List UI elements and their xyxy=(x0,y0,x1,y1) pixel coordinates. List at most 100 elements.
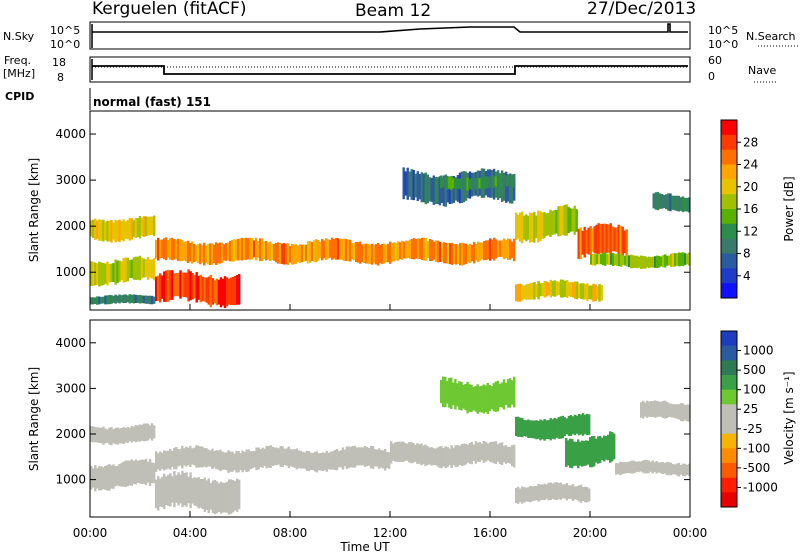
data-cell xyxy=(207,449,210,467)
data-cell xyxy=(118,260,121,282)
data-cell xyxy=(173,447,176,470)
data-cell xyxy=(144,259,148,278)
data-cell xyxy=(148,295,152,305)
data-cell xyxy=(457,244,460,264)
data-cell xyxy=(628,255,631,267)
data-cell xyxy=(400,441,403,462)
data-cell xyxy=(470,384,473,413)
data-cell xyxy=(221,278,225,306)
data-cell xyxy=(361,244,364,262)
data-cell xyxy=(153,296,156,304)
data-cell xyxy=(315,451,319,473)
colorbar-block xyxy=(721,238,737,254)
data-cell xyxy=(488,176,491,188)
data-cell xyxy=(569,415,573,436)
data-cell xyxy=(217,450,220,470)
data-cell xyxy=(517,486,520,504)
data-cell xyxy=(448,176,451,189)
data-cell xyxy=(251,238,254,260)
data-cell xyxy=(159,273,162,303)
data-cell xyxy=(464,384,467,411)
power-y-axis: 4000 3000 2000 1000 xyxy=(55,127,690,279)
data-cell xyxy=(636,255,639,269)
data-cell xyxy=(213,244,216,264)
data-cell xyxy=(124,294,127,303)
data-cell xyxy=(533,282,536,300)
data-cell xyxy=(183,473,186,506)
data-cell xyxy=(579,441,582,466)
data-cell xyxy=(410,169,413,200)
data-cell xyxy=(654,256,657,268)
data-cell xyxy=(685,464,689,475)
data-cell xyxy=(150,462,154,483)
data-cell xyxy=(474,386,477,412)
data-cell xyxy=(500,442,504,465)
data-cell xyxy=(571,438,574,469)
data-cell xyxy=(136,256,140,280)
data-cell xyxy=(130,294,133,303)
data-cell xyxy=(531,420,534,439)
y-tick-label: 1000 xyxy=(55,265,86,279)
data-cell xyxy=(665,194,668,210)
data-cell xyxy=(496,444,500,462)
data-cell xyxy=(142,423,146,442)
data-cell xyxy=(307,241,310,264)
data-cell xyxy=(630,254,633,269)
data-cell xyxy=(205,277,208,303)
data-cell xyxy=(245,237,248,260)
data-cell xyxy=(373,245,376,264)
data-cell xyxy=(150,216,154,235)
data-cell xyxy=(605,436,608,460)
data-cell xyxy=(217,279,221,305)
data-cell xyxy=(177,472,180,506)
data-cell xyxy=(247,238,250,260)
data-cell xyxy=(257,447,260,470)
data-cell xyxy=(261,447,264,468)
data-cell xyxy=(263,241,266,259)
data-cell xyxy=(679,464,683,475)
data-cell xyxy=(509,239,512,260)
data-cell xyxy=(146,461,150,483)
data-cell xyxy=(150,423,154,441)
data-cell xyxy=(221,242,224,263)
data-cell xyxy=(267,446,270,468)
data-cell xyxy=(659,462,662,474)
data-cell xyxy=(600,254,603,265)
colorbar-block xyxy=(721,223,737,240)
data-cell xyxy=(684,253,687,265)
data-cell xyxy=(259,238,262,261)
data-cell xyxy=(132,257,136,280)
data-cell xyxy=(492,175,496,188)
data-cell xyxy=(523,285,526,299)
data-cell xyxy=(132,460,136,484)
colorbar-block xyxy=(721,375,737,391)
data-cell xyxy=(683,197,687,212)
data-cell xyxy=(349,239,352,262)
data-cell xyxy=(337,451,341,468)
data-cell xyxy=(648,256,651,268)
data-cell xyxy=(621,462,624,475)
data-cell xyxy=(459,243,462,266)
data-cell xyxy=(436,177,440,205)
data-cell xyxy=(537,281,540,300)
data-cell xyxy=(386,452,389,469)
data-cell xyxy=(295,244,298,264)
data-cell xyxy=(122,219,125,242)
data-cell xyxy=(106,295,109,305)
data-cell xyxy=(623,462,626,474)
data-cell xyxy=(148,458,152,486)
data-cell xyxy=(633,460,636,474)
data-cell xyxy=(104,263,107,284)
data-cell xyxy=(446,447,449,468)
data-cell xyxy=(580,283,583,300)
y-tick-label: 1000 xyxy=(55,473,86,487)
data-cell xyxy=(513,444,516,468)
data-cell xyxy=(225,481,229,513)
data-cell xyxy=(602,252,605,266)
data-cell xyxy=(307,451,310,472)
data-cell xyxy=(567,206,570,234)
data-cell xyxy=(157,237,160,261)
data-cell xyxy=(504,445,508,464)
data-cell xyxy=(438,176,442,206)
data-cell xyxy=(674,404,677,419)
